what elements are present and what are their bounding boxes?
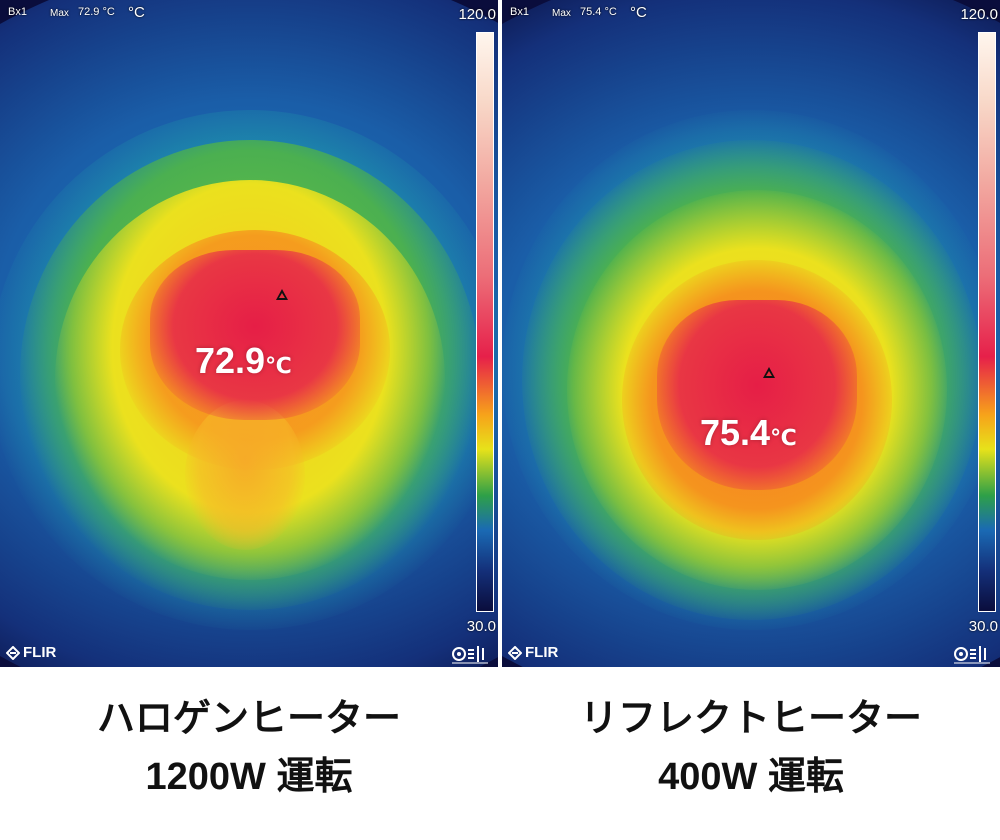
box-label: Bx1 xyxy=(510,6,529,18)
camera-mode-icon xyxy=(954,646,990,664)
caption-power: 1200W 運転 xyxy=(145,756,353,798)
spot-temperature: 72.9℃ xyxy=(195,340,292,382)
flir-logo-text: FLIR xyxy=(23,644,57,661)
heat-zone-red xyxy=(150,250,360,420)
max-value: 72.9 °C xyxy=(78,6,115,18)
caption-halogen: ハロゲンヒーター 1200W 運転 xyxy=(0,690,498,806)
heat-map xyxy=(0,0,498,667)
heat-map xyxy=(502,0,1000,667)
flir-logo: FLIR xyxy=(6,644,56,661)
unit-label: °C xyxy=(630,4,647,21)
max-label: Max xyxy=(552,8,571,19)
hot-spot-marker-icon xyxy=(763,367,775,378)
hot-spot-marker-icon xyxy=(276,289,288,300)
scale-max-label: 120.0 xyxy=(458,6,496,23)
flir-mark-icon xyxy=(6,645,20,660)
spot-temperature-unit: ℃ xyxy=(265,353,292,378)
heat-zone-orange-lower xyxy=(185,400,305,550)
box-label: Bx1 xyxy=(8,6,27,18)
flir-logo-text: FLIR xyxy=(525,644,559,661)
spot-temperature-value: 72.9 xyxy=(195,340,266,381)
panel-divider xyxy=(498,0,502,667)
caption-power: 400W 運転 xyxy=(658,756,844,798)
camera-mode-icon xyxy=(452,646,488,664)
spot-temperature-value: 75.4 xyxy=(700,412,771,453)
max-label: Max xyxy=(50,8,69,19)
thermal-image-halogen: Bx1 Max 72.9 °C °C 120.0 30.0 72.9℃ FLIR xyxy=(0,0,498,667)
heat-zone-red xyxy=(657,300,857,490)
caption-heater-name: ハロゲンヒーター xyxy=(96,698,401,740)
color-scale-bar xyxy=(978,32,996,612)
spot-temperature: 75.4℃ xyxy=(700,412,797,454)
scale-min-label: 30.0 xyxy=(466,618,496,635)
unit-label: °C xyxy=(128,4,145,21)
scale-max-label: 120.0 xyxy=(960,6,998,23)
color-scale-bar xyxy=(476,32,494,612)
thermal-image-reflect: Bx1 Max 75.4 °C °C 120.0 30.0 75.4℃ FLIR xyxy=(502,0,1000,667)
caption-reflect: リフレクトヒーター 400W 運転 xyxy=(502,690,1000,806)
flir-mark-icon xyxy=(508,645,522,660)
flir-logo: FLIR xyxy=(508,644,558,661)
spot-temperature-unit: ℃ xyxy=(770,425,797,450)
max-value: 75.4 °C xyxy=(580,6,617,18)
caption-heater-name: リフレクトヒーター xyxy=(579,698,922,740)
scale-min-label: 30.0 xyxy=(968,618,998,635)
